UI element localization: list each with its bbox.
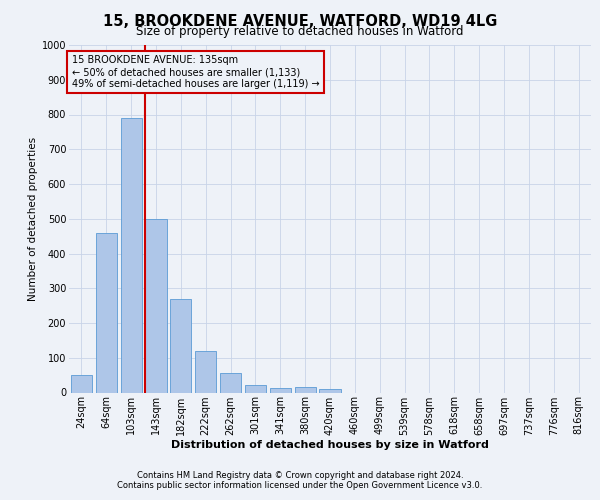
Bar [145, 219, 167, 392]
Text: Contains public sector information licensed under the Open Government Licence v3: Contains public sector information licen… [118, 481, 482, 490]
Text: Contains HM Land Registry data © Crown copyright and database right 2024.: Contains HM Land Registry data © Crown c… [137, 471, 463, 480]
Bar [96, 232, 117, 392]
X-axis label: Distribution of detached houses by size in Watford: Distribution of detached houses by size … [171, 440, 489, 450]
Bar [295, 388, 316, 392]
Bar [220, 374, 241, 392]
Bar [71, 375, 92, 392]
Text: 15 BROOKDENE AVENUE: 135sqm
← 50% of detached houses are smaller (1,133)
49% of : 15 BROOKDENE AVENUE: 135sqm ← 50% of det… [71, 56, 319, 88]
Bar [270, 388, 291, 392]
Bar [170, 298, 191, 392]
Bar [195, 351, 216, 393]
Bar [245, 385, 266, 392]
Y-axis label: Number of detached properties: Number of detached properties [28, 136, 38, 301]
Bar [121, 118, 142, 392]
Text: Size of property relative to detached houses in Watford: Size of property relative to detached ho… [136, 25, 464, 38]
Text: 15, BROOKDENE AVENUE, WATFORD, WD19 4LG: 15, BROOKDENE AVENUE, WATFORD, WD19 4LG [103, 14, 497, 29]
Bar [319, 389, 341, 392]
